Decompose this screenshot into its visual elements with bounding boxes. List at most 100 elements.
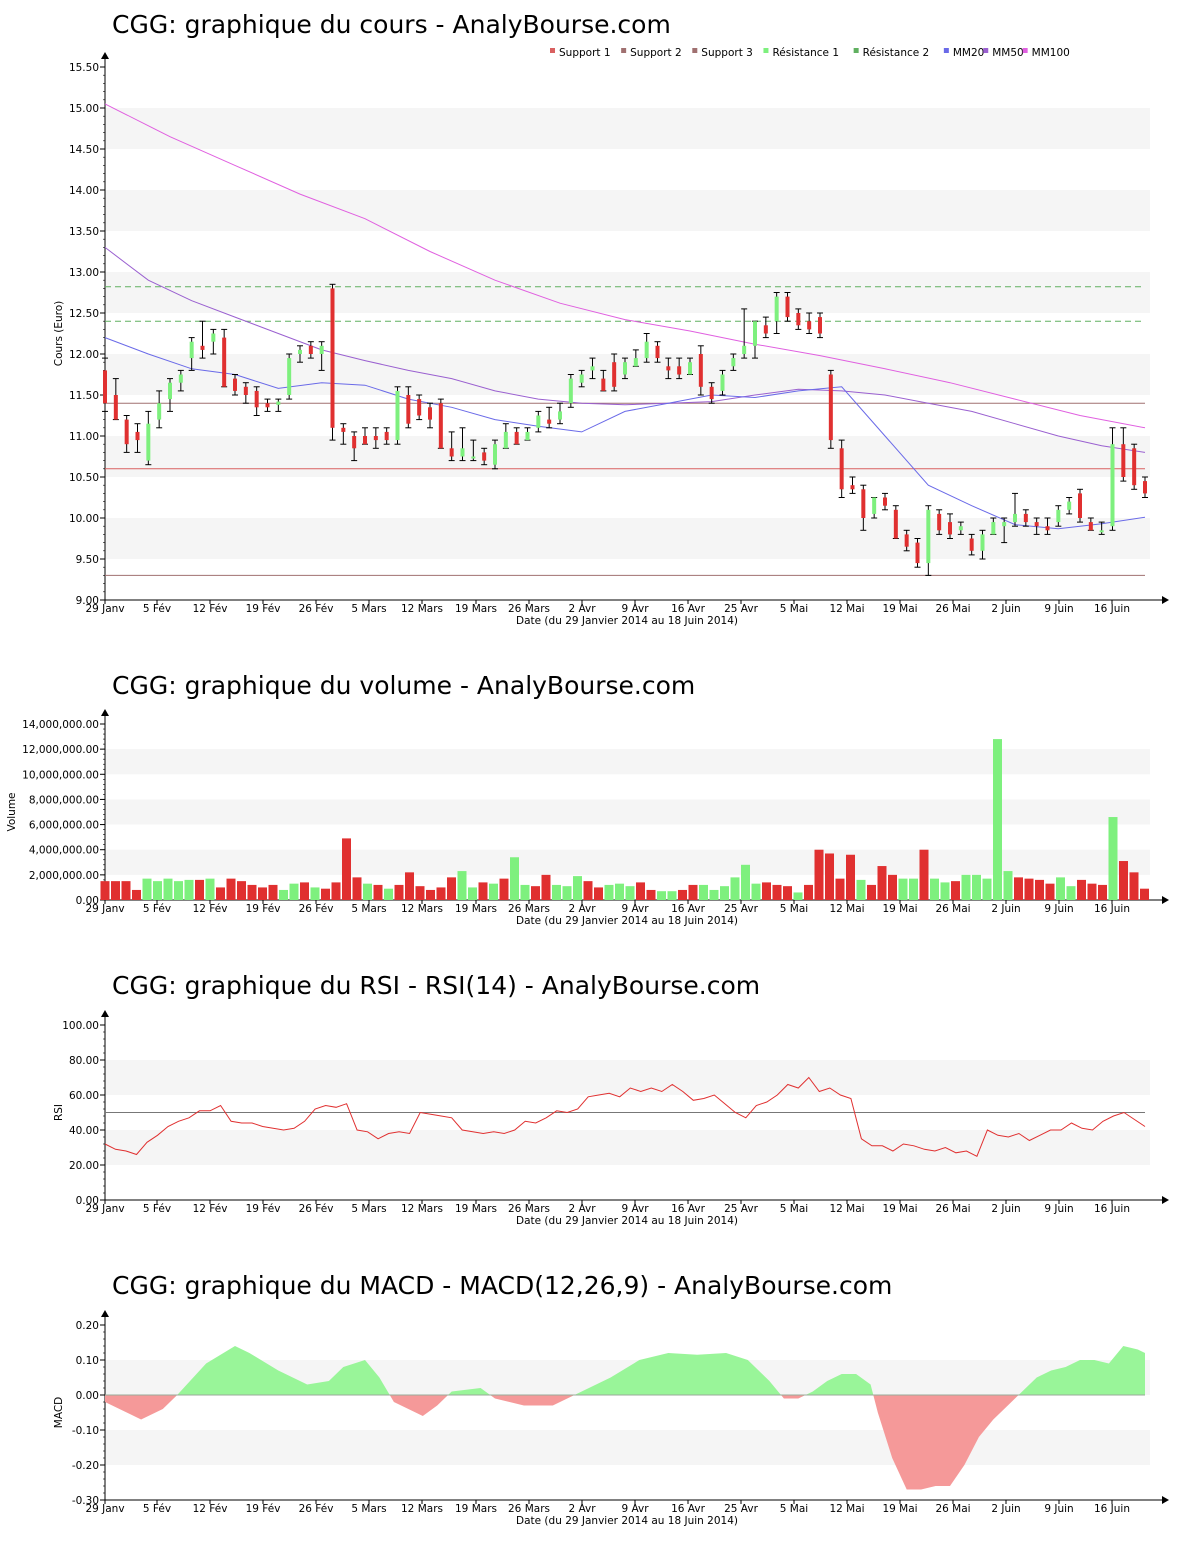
candle-body [417,399,422,416]
y-tick-label: 10.50 [69,472,99,484]
volume-bar [310,887,320,900]
y-tick-label: 40.00 [69,1125,99,1137]
x-tick-label: 12 Mai [829,603,864,615]
candle-body [1013,513,1017,523]
volume-bar [594,887,603,900]
macd-chart-title: CGG: graphique du MACD - MACD(12,26,9) -… [112,1271,893,1300]
legend-swatch [853,48,859,53]
x-tick-label: 12 Fév [193,1503,228,1515]
candle-body [157,403,162,420]
volume-bar [709,889,719,900]
volume-bar [300,882,309,900]
x-tick-label: 26 Mars [508,603,550,615]
candle-body [1078,493,1082,518]
volume-bar [1045,883,1055,900]
candle-body [948,522,952,535]
volume-bar [457,871,467,900]
x-tick-label: 25 Avr [724,1203,758,1215]
candle-body [644,341,649,359]
candle-body [308,345,313,354]
grid-band [105,849,1150,875]
volume-bar [247,884,257,900]
x-tick-label: 19 Mars [455,1503,497,1515]
candle-body [200,345,205,350]
volume-bar [678,889,687,900]
volume-bar [216,887,225,900]
x-tick-label: 16 Avr [671,1503,705,1515]
candle-body [828,374,833,441]
x-tick-label: 26 Fév [299,1203,334,1215]
candle-body [222,337,227,387]
volume-bar [867,884,876,900]
candle-body [958,526,963,531]
y-tick-label: 15.00 [69,103,99,115]
x-tick-label: 2 Juin [991,603,1020,615]
x-tick-label: 19 Mai [882,1503,917,1515]
candle-body [937,513,942,531]
candle-body [893,509,898,539]
x-tick-label: 25 Avr [724,603,758,615]
y-tick-label: 12,000,000.00 [22,744,99,756]
candle-body [503,431,508,449]
y-tick-label: 4,000,000.00 [29,845,99,857]
macd-chart: -0.30 -0.20 -0.10 0.00 0.10 0.20 29 Janv 5 Fév 1… [53,1310,1169,1527]
x-tick-label: 12 Mai [829,903,864,915]
volume-bar [898,878,908,900]
candle-body [319,345,324,354]
volume-bar [930,878,939,900]
x-tick-label: 19 Mai [882,1203,917,1215]
x-tick-label: 9 Juin [1044,903,1073,915]
x-tick-label: 26 Mars [508,903,550,915]
volume-bar [1066,886,1076,900]
volume-bar [405,872,414,900]
x-tick-label: 5 Mai [780,1203,808,1215]
candle-body [731,358,736,367]
candle-body [287,358,292,395]
x-tick-label: 26 Mai [935,1503,970,1515]
volume-bar [783,886,792,900]
x-tick-label: 2 Avr [568,1203,596,1215]
candle-body [969,538,974,551]
x-tick-label: 29 Janv [85,903,124,915]
legend-swatch [550,48,555,53]
x-tick-label: 9 Avr [621,903,649,915]
volume-bar [1119,861,1128,900]
volume-bar [573,876,582,900]
candle-body [471,456,476,459]
y-tick-label: 8,000,000.00 [29,794,99,806]
volume-bar [289,883,299,900]
x-tick-label: 16 Juin [1094,1503,1130,1515]
x-tick-label: 19 Mai [882,603,917,615]
x-tick-label: 12 Mars [401,1203,443,1215]
candle-body [449,448,454,457]
candle-body [872,497,877,514]
x-tick-label: 12 Mars [401,903,443,915]
volume-bar [499,878,509,900]
x-axis-label: Date (du 29 Janvier 2014 au 18 Juin 2014… [516,615,738,627]
volume-bar [541,874,551,900]
volume-bar [426,889,435,900]
mm100-line [104,103,1146,429]
volume-bar [342,838,351,900]
volume-bar [940,882,950,900]
x-tick-label: 12 Mai [829,1503,864,1515]
volume-bar [982,878,992,900]
x-tick-label: 5 Mai [780,903,808,915]
volume-bar [447,877,456,900]
x-tick-label: 2 Juin [991,1503,1020,1515]
candle-body [536,415,541,428]
candle-body [850,485,855,490]
volume-bar [961,874,971,900]
volume-bar [142,878,152,900]
candle-body [807,321,812,330]
volume-bar [132,889,141,900]
x-tick-label: 16 Juin [1094,1203,1130,1215]
volume-bar [1003,871,1013,900]
y-tick-label: 9.50 [76,554,99,566]
volume-bar [174,881,183,900]
y-tick-label: -0.30 [72,1495,99,1507]
volume-bar [583,881,593,900]
volume-bar [153,881,162,900]
y-axis-arrow [101,1310,109,1317]
x-tick-label: 2 Juin [991,1203,1020,1215]
